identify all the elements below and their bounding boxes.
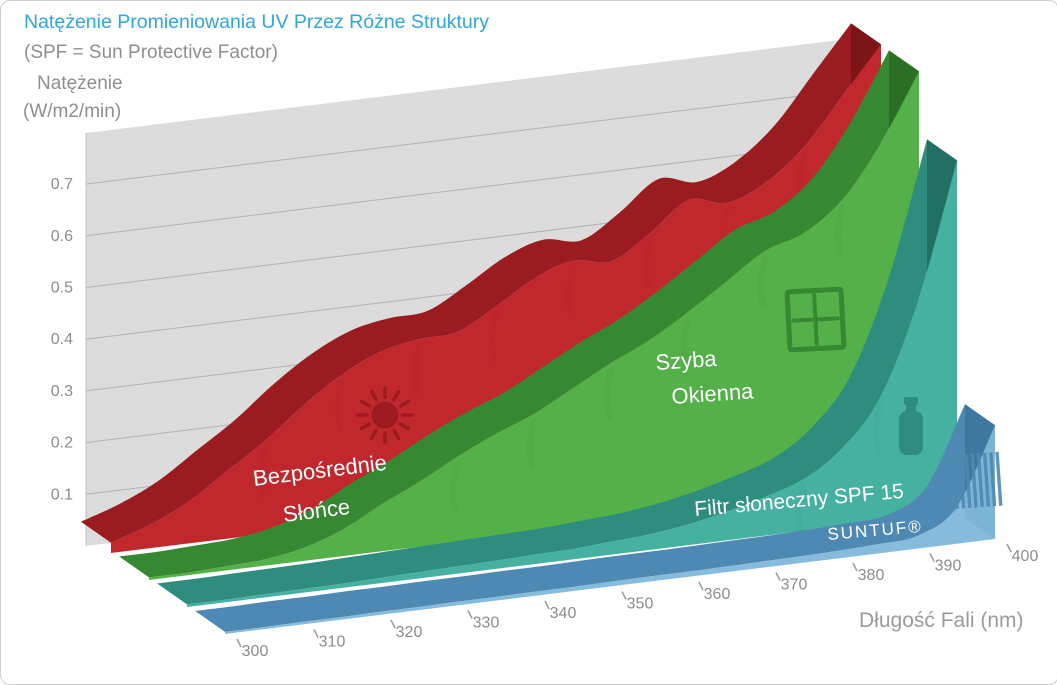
x-axis-tick	[775, 572, 781, 581]
x-axis-tick-label: 370	[781, 577, 808, 594]
x-axis-tick-label: 390	[935, 558, 962, 575]
x-axis-tick-label: 310	[319, 634, 346, 651]
window-icon	[784, 286, 847, 353]
y-axis-tick-label: 0.4	[51, 331, 73, 348]
x-axis-tick	[1006, 543, 1012, 553]
ripple-shading	[680, 316, 691, 369]
ripple-shading	[257, 445, 268, 498]
x-axis-tick	[929, 553, 935, 562]
y-axis-tick-label: 0.1	[51, 486, 73, 503]
x-axis-tick	[390, 619, 396, 629]
ripple-shading	[565, 265, 576, 318]
x-axis-tick-label: 380	[858, 567, 885, 584]
x-axis-tick-label: 400	[1012, 548, 1039, 565]
series-label: Okienna	[671, 378, 755, 409]
x-axis-tick	[313, 629, 319, 638]
y-axis-tick-label: 0.6	[51, 228, 73, 245]
gridline	[85, 88, 857, 185]
x-axis-tick	[852, 562, 858, 572]
x-axis-tick-label: 340	[550, 605, 577, 622]
ribbon-top-surface	[195, 404, 995, 632]
sunscreen-bottle-icon	[899, 397, 923, 455]
ripple-shading	[449, 461, 460, 514]
series-sunscreen-spf15	[157, 139, 957, 607]
ripple-shading	[795, 484, 806, 537]
x-axis-tick-label: 320	[396, 624, 423, 641]
ripple-shading	[834, 204, 845, 257]
x-axis-tick	[544, 600, 550, 610]
series-label: Szyba	[655, 346, 719, 375]
x-axis-tick	[621, 591, 627, 600]
x-axis-tick-label: 300	[242, 643, 269, 660]
ripple-shading	[642, 238, 653, 291]
ripple-shading	[757, 255, 768, 308]
x-axis-tick	[467, 610, 473, 619]
ripple-shading	[603, 367, 614, 420]
y-axis-tick-label: 0.5	[51, 280, 73, 297]
ripple-shading	[334, 379, 345, 432]
x-axis-tick-label: 360	[704, 586, 731, 603]
x-axis-tick	[236, 638, 242, 648]
y-axis-tick-label: 0.3	[51, 383, 73, 400]
ribbon-top-surface	[157, 139, 957, 605]
x-axis-tick-label: 350	[627, 596, 654, 613]
ripple-shading	[488, 311, 499, 364]
ripple-shading	[526, 418, 537, 471]
y-axis-tick-label: 0.2	[51, 435, 73, 452]
x-axis-tick-label: 330	[473, 615, 500, 632]
ripple-shading	[872, 402, 883, 455]
ribbon-top-surface	[81, 23, 881, 543]
ripple-shading	[411, 344, 422, 397]
x-axis-tick	[698, 581, 704, 591]
y-axis-tick-label: 0.7	[51, 176, 73, 193]
sun-icon	[356, 386, 414, 444]
gridline	[85, 140, 857, 237]
x-axis-title: Długość Fali (nm)	[859, 609, 1024, 632]
ribbon-front-face	[149, 71, 919, 581]
corrugated-panel-icon	[952, 451, 1003, 509]
